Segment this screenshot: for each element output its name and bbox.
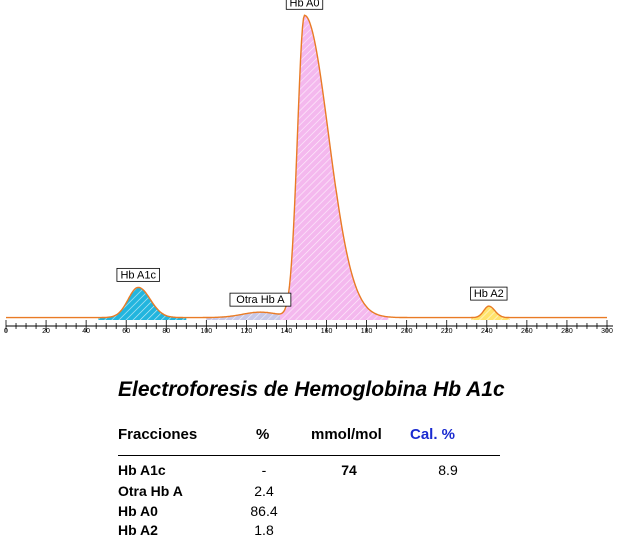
x-tick-label: 120 — [241, 328, 253, 335]
x-tick-label: 160 — [321, 328, 333, 335]
fraction-name: Hb A2 — [118, 522, 158, 538]
x-tick-label: 220 — [441, 328, 453, 335]
peak-label-box — [470, 286, 508, 301]
fraction-cal: 8.9 — [438, 462, 458, 478]
fraction-percent: 2.4 — [254, 483, 274, 499]
x-tick-label: 0 — [4, 328, 8, 335]
fraction-name: Otra Hb A — [118, 483, 183, 499]
x-tick-label: 240 — [481, 328, 493, 335]
x-tick-label: 140 — [281, 328, 293, 335]
x-tick-label: 20 — [42, 328, 50, 335]
peak-labels: Hb A1c Otra Hb A Hb A0 Hb A2 — [116, 0, 508, 307]
header-percent: % — [256, 426, 270, 443]
electropherogram-curve — [6, 14, 607, 319]
x-tick-label: 40 — [82, 328, 90, 335]
fraction-percent: 86.4 — [250, 503, 278, 519]
x-tick-label: 80 — [162, 328, 170, 335]
header-divider — [118, 455, 500, 456]
peak-hatch-hb-a1c — [98, 287, 187, 320]
peak-label-text: Hb A1c — [120, 269, 156, 281]
peak-hatch-hb-a0 — [280, 15, 389, 321]
x-tick-label: 100 — [200, 328, 212, 335]
peak-label-text: Otra Hb A — [236, 294, 285, 306]
peak-label-box — [116, 267, 160, 282]
report-title: Electroforesis de Hemoglobina Hb A1c — [118, 378, 505, 401]
x-tick-label: 300 — [601, 328, 613, 335]
peak-fills — [98, 15, 510, 321]
fraction-percent: - — [261, 462, 267, 478]
x-tick-label: 200 — [401, 328, 413, 335]
peak-label-text: Hb A2 — [474, 288, 504, 300]
x-tick-label: 260 — [521, 328, 533, 335]
fraction-name: Hb A0 — [118, 503, 158, 519]
peak-label-hb-a0: Hb A0 — [285, 0, 324, 10]
x-axis: 0 20 40 60 80 100 120 140 160 180 200 220 240 260 280 3… — [4, 320, 613, 335]
fraction-percent: 1.8 — [254, 522, 274, 538]
peak-hatch-hb-a2 — [471, 306, 510, 320]
peak-label-text: Hb A0 — [290, 0, 320, 9]
header-mmol: mmol/mol — [311, 426, 382, 443]
fraction-mmol: 74 — [341, 462, 357, 478]
header-cal-percent: Cal. % — [410, 426, 456, 443]
x-tick-label: 180 — [361, 328, 373, 335]
header-fracciones: Fracciones — [118, 426, 198, 443]
peak-label-box — [285, 0, 324, 10]
peak-label-otra-hb-a: Otra Hb A — [229, 292, 292, 307]
peak-label-hb-a1c: Hb A1c — [116, 267, 160, 282]
x-tick-label: 280 — [561, 328, 573, 335]
peak-label-box — [229, 292, 292, 307]
x-tick-label: 60 — [122, 328, 130, 335]
peak-label-hb-a2: Hb A2 — [470, 286, 508, 301]
fraction-name: Hb A1c — [118, 462, 166, 478]
electrophoresis-chart: 0 20 40 60 80 100 120 140 160 180 200 220 240 260 280 3… — [4, 0, 613, 335]
